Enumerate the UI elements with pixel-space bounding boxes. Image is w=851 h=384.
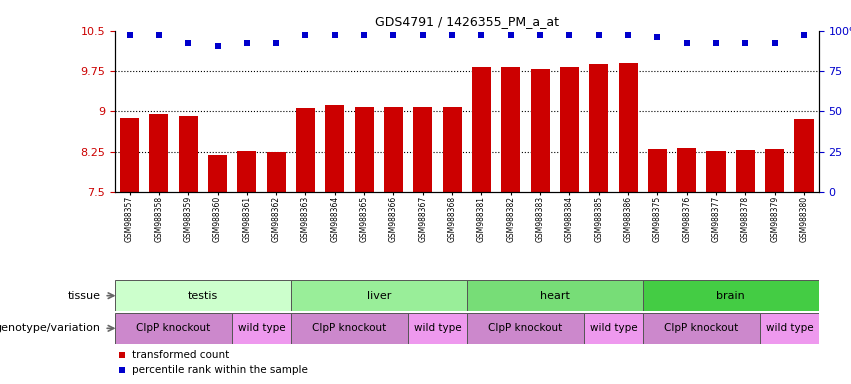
Bar	[795, 119, 814, 192]
Bar	[589, 64, 608, 192]
Bar	[355, 106, 374, 192]
Bar	[115, 313, 232, 344]
Bar	[466, 313, 584, 344]
Bar	[765, 149, 785, 192]
Text: transformed count: transformed count	[133, 350, 230, 360]
Bar	[648, 149, 667, 192]
Bar	[736, 150, 755, 192]
Bar	[384, 106, 403, 192]
Bar	[530, 69, 550, 192]
Bar	[291, 280, 466, 311]
Bar	[466, 280, 643, 311]
Title: GDS4791 / 1426355_PM_a_at: GDS4791 / 1426355_PM_a_at	[374, 15, 559, 28]
Text: brain: brain	[717, 291, 745, 301]
Bar	[643, 313, 760, 344]
Bar	[179, 116, 197, 192]
Bar	[266, 152, 286, 192]
Bar	[120, 118, 139, 192]
Text: ClpP knockout: ClpP knockout	[488, 323, 563, 333]
Text: wild type: wild type	[590, 323, 637, 333]
Bar	[443, 106, 461, 192]
Text: testis: testis	[188, 291, 218, 301]
Bar	[677, 148, 696, 192]
Text: ClpP knockout: ClpP knockout	[312, 323, 386, 333]
Bar	[560, 67, 579, 192]
Bar	[472, 67, 491, 192]
Bar	[760, 313, 819, 344]
Bar	[237, 151, 256, 192]
Bar	[291, 313, 408, 344]
Bar	[408, 313, 466, 344]
Bar	[149, 114, 168, 192]
Text: wild type: wild type	[237, 323, 285, 333]
Bar	[208, 156, 227, 192]
Bar	[619, 63, 637, 192]
Bar	[232, 313, 291, 344]
Text: wild type: wild type	[766, 323, 814, 333]
Bar	[296, 108, 315, 192]
Text: heart: heart	[540, 291, 569, 301]
Bar	[584, 313, 643, 344]
Text: wild type: wild type	[414, 323, 461, 333]
Bar	[643, 280, 819, 311]
Text: liver: liver	[367, 291, 391, 301]
Bar	[414, 106, 432, 192]
Bar	[706, 151, 726, 192]
Text: percentile rank within the sample: percentile rank within the sample	[133, 366, 308, 376]
Text: genotype/variation: genotype/variation	[0, 323, 100, 333]
Bar	[325, 106, 345, 192]
Text: tissue: tissue	[68, 291, 100, 301]
Text: ClpP knockout: ClpP knockout	[136, 323, 211, 333]
Text: ClpP knockout: ClpP knockout	[665, 323, 739, 333]
Bar	[115, 280, 291, 311]
Bar	[501, 67, 520, 192]
